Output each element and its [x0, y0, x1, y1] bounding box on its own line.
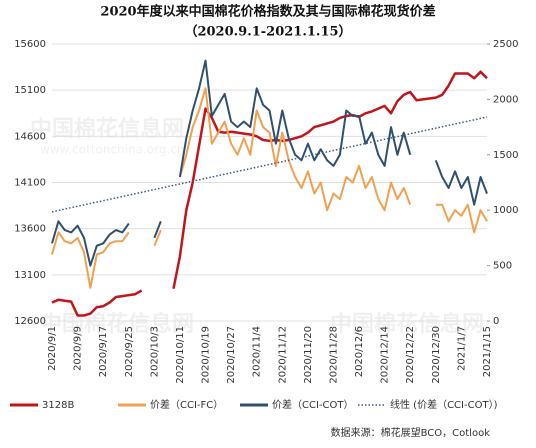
y-tick-label: 15600: [14, 39, 46, 50]
x-tick-label: 2020/11/12: [277, 326, 288, 384]
legend-label: 3128B: [42, 400, 74, 411]
y2-tick-label: 500: [493, 261, 512, 272]
chart-title: 2020年度以来中国棉花价格指数及其与国际棉花现货价差: [100, 4, 435, 20]
x-tick-label: 2020/10/19: [201, 326, 212, 384]
series-line: [51, 87, 488, 289]
chart-subtitle: （2020.9.1-2021.1.15）: [184, 24, 351, 40]
x-tick-label: 2020/9/1: [47, 326, 58, 371]
x-tick-label: 2021/1/15: [482, 326, 493, 377]
x-tick-label: 2020/11/28: [328, 326, 339, 384]
x-tick-label: 2020/12/14: [380, 326, 391, 384]
x-tick-label: 2020/12/6: [354, 326, 365, 377]
watermark: 中国棉花信息网: [330, 311, 484, 337]
y2-tick-label: 1500: [493, 150, 518, 161]
y-tick-label: 14600: [14, 131, 46, 142]
x-tick-label: 2020/11/4: [252, 326, 263, 377]
y-tick-label: 13100: [14, 270, 46, 281]
x-tick-label: 2020/9/17: [98, 326, 109, 377]
y-tick-label: 12600: [14, 316, 46, 327]
x-tick-label: 2020/10/27: [226, 326, 237, 384]
x-tick-label: 2020/12/22: [405, 326, 416, 384]
series-line: [51, 70, 488, 317]
y2-tick-label: 2000: [493, 94, 518, 105]
y2-tick-label: 0: [493, 316, 499, 327]
y-tick-label: 13600: [14, 224, 46, 235]
legend-label: 价差（CCI-FC）: [150, 398, 223, 411]
legend-label: 线性 (价差（CCI-COT）): [390, 398, 498, 411]
x-tick-label: 2021/1/7: [456, 326, 467, 371]
y-tick-label: 15100: [14, 85, 46, 96]
series-line: [51, 59, 488, 267]
y2-tick-label: 2500: [493, 39, 518, 50]
watermark: 中国棉花信息网: [40, 311, 194, 337]
legend-label: 价差（CCI-COT）: [272, 398, 353, 411]
x-tick-label: 2020/11/20: [303, 326, 314, 384]
y-tick-label: 14100: [14, 178, 46, 189]
x-tick-label: 2020/10/11: [175, 326, 186, 384]
watermark: www.cottonchina.org.cn: [40, 143, 184, 157]
watermark: 中国棉花信息网: [30, 116, 184, 142]
x-tick-label: 2020/9/25: [124, 326, 135, 377]
source: 数据来源：棉花展望BCO，Cotlook: [331, 426, 491, 439]
x-tick-label: 2020/9/9: [73, 326, 84, 371]
x-tick-label: 2020/12/30: [431, 326, 442, 384]
trend-line: [51, 116, 488, 213]
y2-tick-label: 1000: [493, 205, 518, 216]
x-tick-label: 2020/10/3: [149, 326, 160, 377]
